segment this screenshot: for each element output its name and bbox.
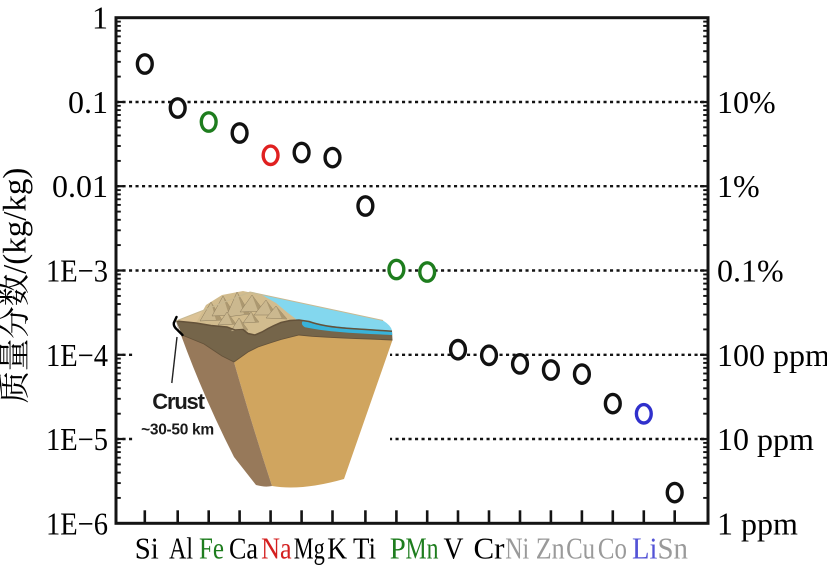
svg-text:0.1: 0.1 <box>68 84 108 120</box>
svg-text:Co: Co <box>598 532 627 566</box>
svg-text:Si: Si <box>135 532 159 566</box>
svg-text:Ti: Ti <box>353 532 376 566</box>
svg-text:Fe: Fe <box>199 532 224 566</box>
svg-text:1E−6: 1E−6 <box>46 505 108 541</box>
svg-text:K: K <box>327 532 347 566</box>
svg-text:100 ppm: 100 ppm <box>717 337 827 373</box>
svg-text:Mg: Mg <box>294 532 325 566</box>
svg-text:V: V <box>444 532 464 566</box>
svg-text:Li: Li <box>632 532 658 566</box>
svg-text:Cr: Cr <box>474 532 505 566</box>
svg-text:Crust: Crust <box>152 389 205 414</box>
svg-text:1E−3: 1E−3 <box>46 253 108 289</box>
svg-text:Sn: Sn <box>657 532 688 566</box>
svg-text:1%: 1% <box>717 168 760 204</box>
svg-text:0.01: 0.01 <box>52 168 108 204</box>
svg-text:~30-50 km: ~30-50 km <box>141 422 214 439</box>
svg-text:1: 1 <box>92 0 108 36</box>
svg-text:10 ppm: 10 ppm <box>717 421 814 457</box>
svg-text:Na: Na <box>261 532 292 566</box>
svg-text:10%: 10% <box>717 84 776 120</box>
svg-text:1 ppm: 1 ppm <box>717 505 798 541</box>
svg-text:Al: Al <box>169 532 193 566</box>
svg-text:Cu: Cu <box>566 532 595 566</box>
svg-text:Ca: Ca <box>229 532 258 566</box>
svg-text:1E−5: 1E−5 <box>46 421 108 457</box>
svg-text:P: P <box>390 532 406 566</box>
svg-text:Zn: Zn <box>536 532 565 566</box>
svg-text:Mn: Mn <box>406 532 439 566</box>
svg-text:Ni: Ni <box>505 532 529 566</box>
svg-text:/(kg/kg): /(kg/kg) <box>0 168 34 274</box>
svg-text:1E−4: 1E−4 <box>46 337 108 373</box>
svg-text:0.1%: 0.1% <box>717 253 784 289</box>
